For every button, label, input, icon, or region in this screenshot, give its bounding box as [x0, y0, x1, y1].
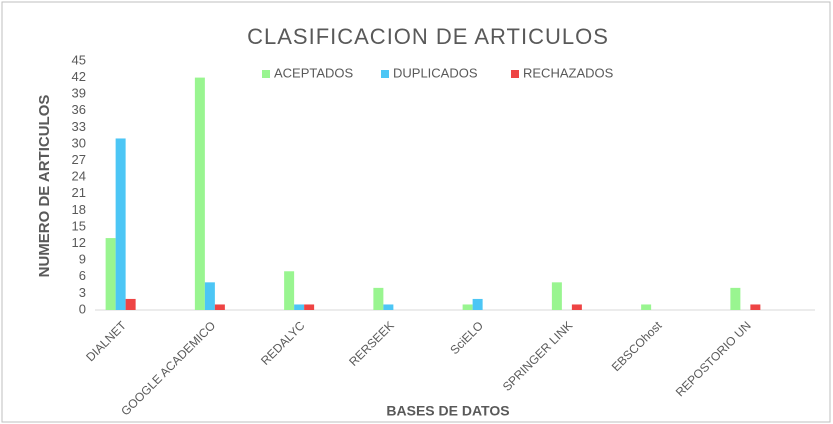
y-tick-label: 27 [72, 152, 86, 167]
bar [105, 238, 116, 310]
bar [284, 271, 295, 310]
bar [204, 282, 215, 310]
legend-label: DUPLICADOS [393, 65, 478, 80]
legend-swatch [262, 70, 270, 78]
bar [294, 304, 305, 310]
y-tick-label: 30 [72, 135, 86, 150]
y-tick-label: 3 [79, 285, 86, 300]
chart-title: CLASIFICACION DE ARTICULOS [247, 24, 609, 49]
bar [551, 282, 562, 310]
y-tick-label: 36 [72, 102, 86, 117]
y-tick-label: 0 [79, 301, 86, 316]
y-tick-label: 33 [72, 119, 86, 134]
bar [194, 77, 205, 310]
legend-swatch [381, 70, 389, 78]
bar [125, 298, 136, 310]
bar [571, 304, 582, 310]
legend-label: RECHAZADOS [523, 65, 614, 80]
y-tick-label: 6 [79, 268, 86, 283]
y-tick-label: 42 [72, 69, 86, 84]
bar [472, 298, 483, 310]
bar [373, 287, 384, 310]
y-tick-label: 15 [72, 218, 86, 233]
y-tick-label: 18 [72, 202, 86, 217]
bar [641, 304, 652, 310]
legend-label: ACEPTADOS [274, 65, 354, 80]
bar [304, 304, 315, 310]
y-tick-label: 21 [72, 185, 86, 200]
y-tick-label: 9 [79, 252, 86, 267]
legend-swatch [511, 70, 519, 78]
y-tick-label: 45 [72, 52, 86, 67]
bar [214, 304, 225, 310]
bar [383, 304, 394, 310]
bar [115, 138, 126, 310]
bar [750, 304, 761, 310]
y-tick-label: 12 [72, 235, 86, 250]
y-tick-label: 39 [72, 86, 86, 101]
x-axis-label: BASES DE DATOS [386, 403, 509, 419]
bar [730, 287, 741, 310]
y-tick-label: 24 [72, 169, 86, 184]
y-axis-label: NUMERO DE ARTICULOS [36, 95, 53, 278]
bar [462, 304, 473, 310]
